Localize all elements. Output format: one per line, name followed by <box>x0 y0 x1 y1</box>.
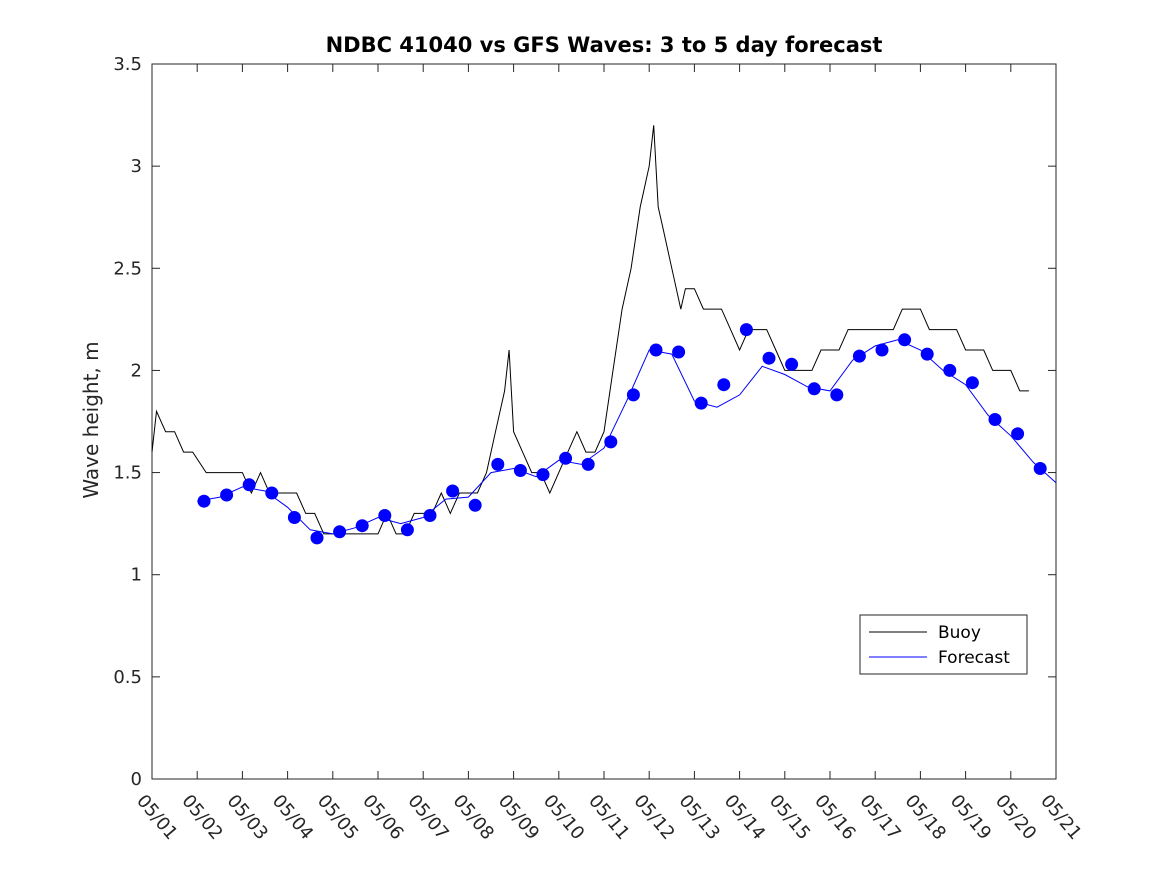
forecast-marker <box>830 388 844 402</box>
forecast-marker <box>694 396 708 410</box>
forecast-marker <box>604 435 618 449</box>
forecast-marker <box>513 464 527 477</box>
forecast-marker <box>626 388 640 402</box>
chart-title: NDBC 41040 vs GFS Waves: 3 to 5 day fore… <box>326 33 883 57</box>
forecast-marker <box>423 509 437 522</box>
y-tick-label: 2 <box>131 360 142 381</box>
y-tick-label: 3 <box>131 156 142 177</box>
forecast-marker <box>491 457 505 471</box>
forecast-marker <box>287 511 301 524</box>
marker-layer <box>197 323 1047 545</box>
forecast-marker <box>672 345 686 359</box>
forecast-marker <box>785 357 799 371</box>
forecast-marker <box>536 468 550 482</box>
forecast-marker <box>265 486 279 500</box>
y-tick-label: 3.5 <box>113 54 142 75</box>
forecast-marker <box>468 498 482 512</box>
y-tick-label: 0.5 <box>113 667 142 688</box>
forecast-marker <box>965 376 979 390</box>
forecast-marker <box>1033 462 1047 475</box>
legend: Buoy Forecast <box>859 614 1028 675</box>
forecast-marker <box>943 363 957 377</box>
y-tick-label: 1.5 <box>113 463 142 484</box>
forecast-marker <box>559 451 573 465</box>
forecast-marker <box>310 531 324 545</box>
forecast-marker <box>400 523 414 537</box>
y-tick-label: 2.5 <box>113 258 142 279</box>
forecast-marker <box>762 351 776 365</box>
forecast-marker <box>649 343 663 357</box>
y-axis-label: Wave height, m <box>79 341 103 498</box>
forecast-marker <box>378 509 392 522</box>
y-axis: 0 0.5 1 1.5 2 2.5 3 3.5 <box>113 54 1056 790</box>
forecast-marker <box>875 343 889 357</box>
forecast-marker <box>581 457 595 471</box>
forecast-marker <box>852 349 866 363</box>
y-tick-label: 1 <box>131 565 142 586</box>
forecast-marker <box>1011 427 1025 441</box>
forecast-marker <box>988 413 1002 426</box>
legend-box <box>859 614 1028 675</box>
forecast-marker <box>242 478 256 492</box>
series-buoy-line <box>151 125 1029 535</box>
forecast-marker <box>355 519 369 533</box>
forecast-marker <box>717 378 731 392</box>
forecast-marker <box>446 484 460 498</box>
forecast-marker <box>807 382 821 396</box>
legend-forecast-label: Forecast <box>938 648 1010 668</box>
forecast-marker <box>220 488 234 502</box>
y-tick-label: 0 <box>131 769 142 790</box>
forecast-marker <box>739 323 753 337</box>
forecast-marker <box>920 347 934 361</box>
legend-buoy-label: Buoy <box>938 623 981 643</box>
forecast-marker <box>898 333 912 347</box>
forecast-marker <box>197 494 211 508</box>
forecast-marker <box>333 525 347 539</box>
